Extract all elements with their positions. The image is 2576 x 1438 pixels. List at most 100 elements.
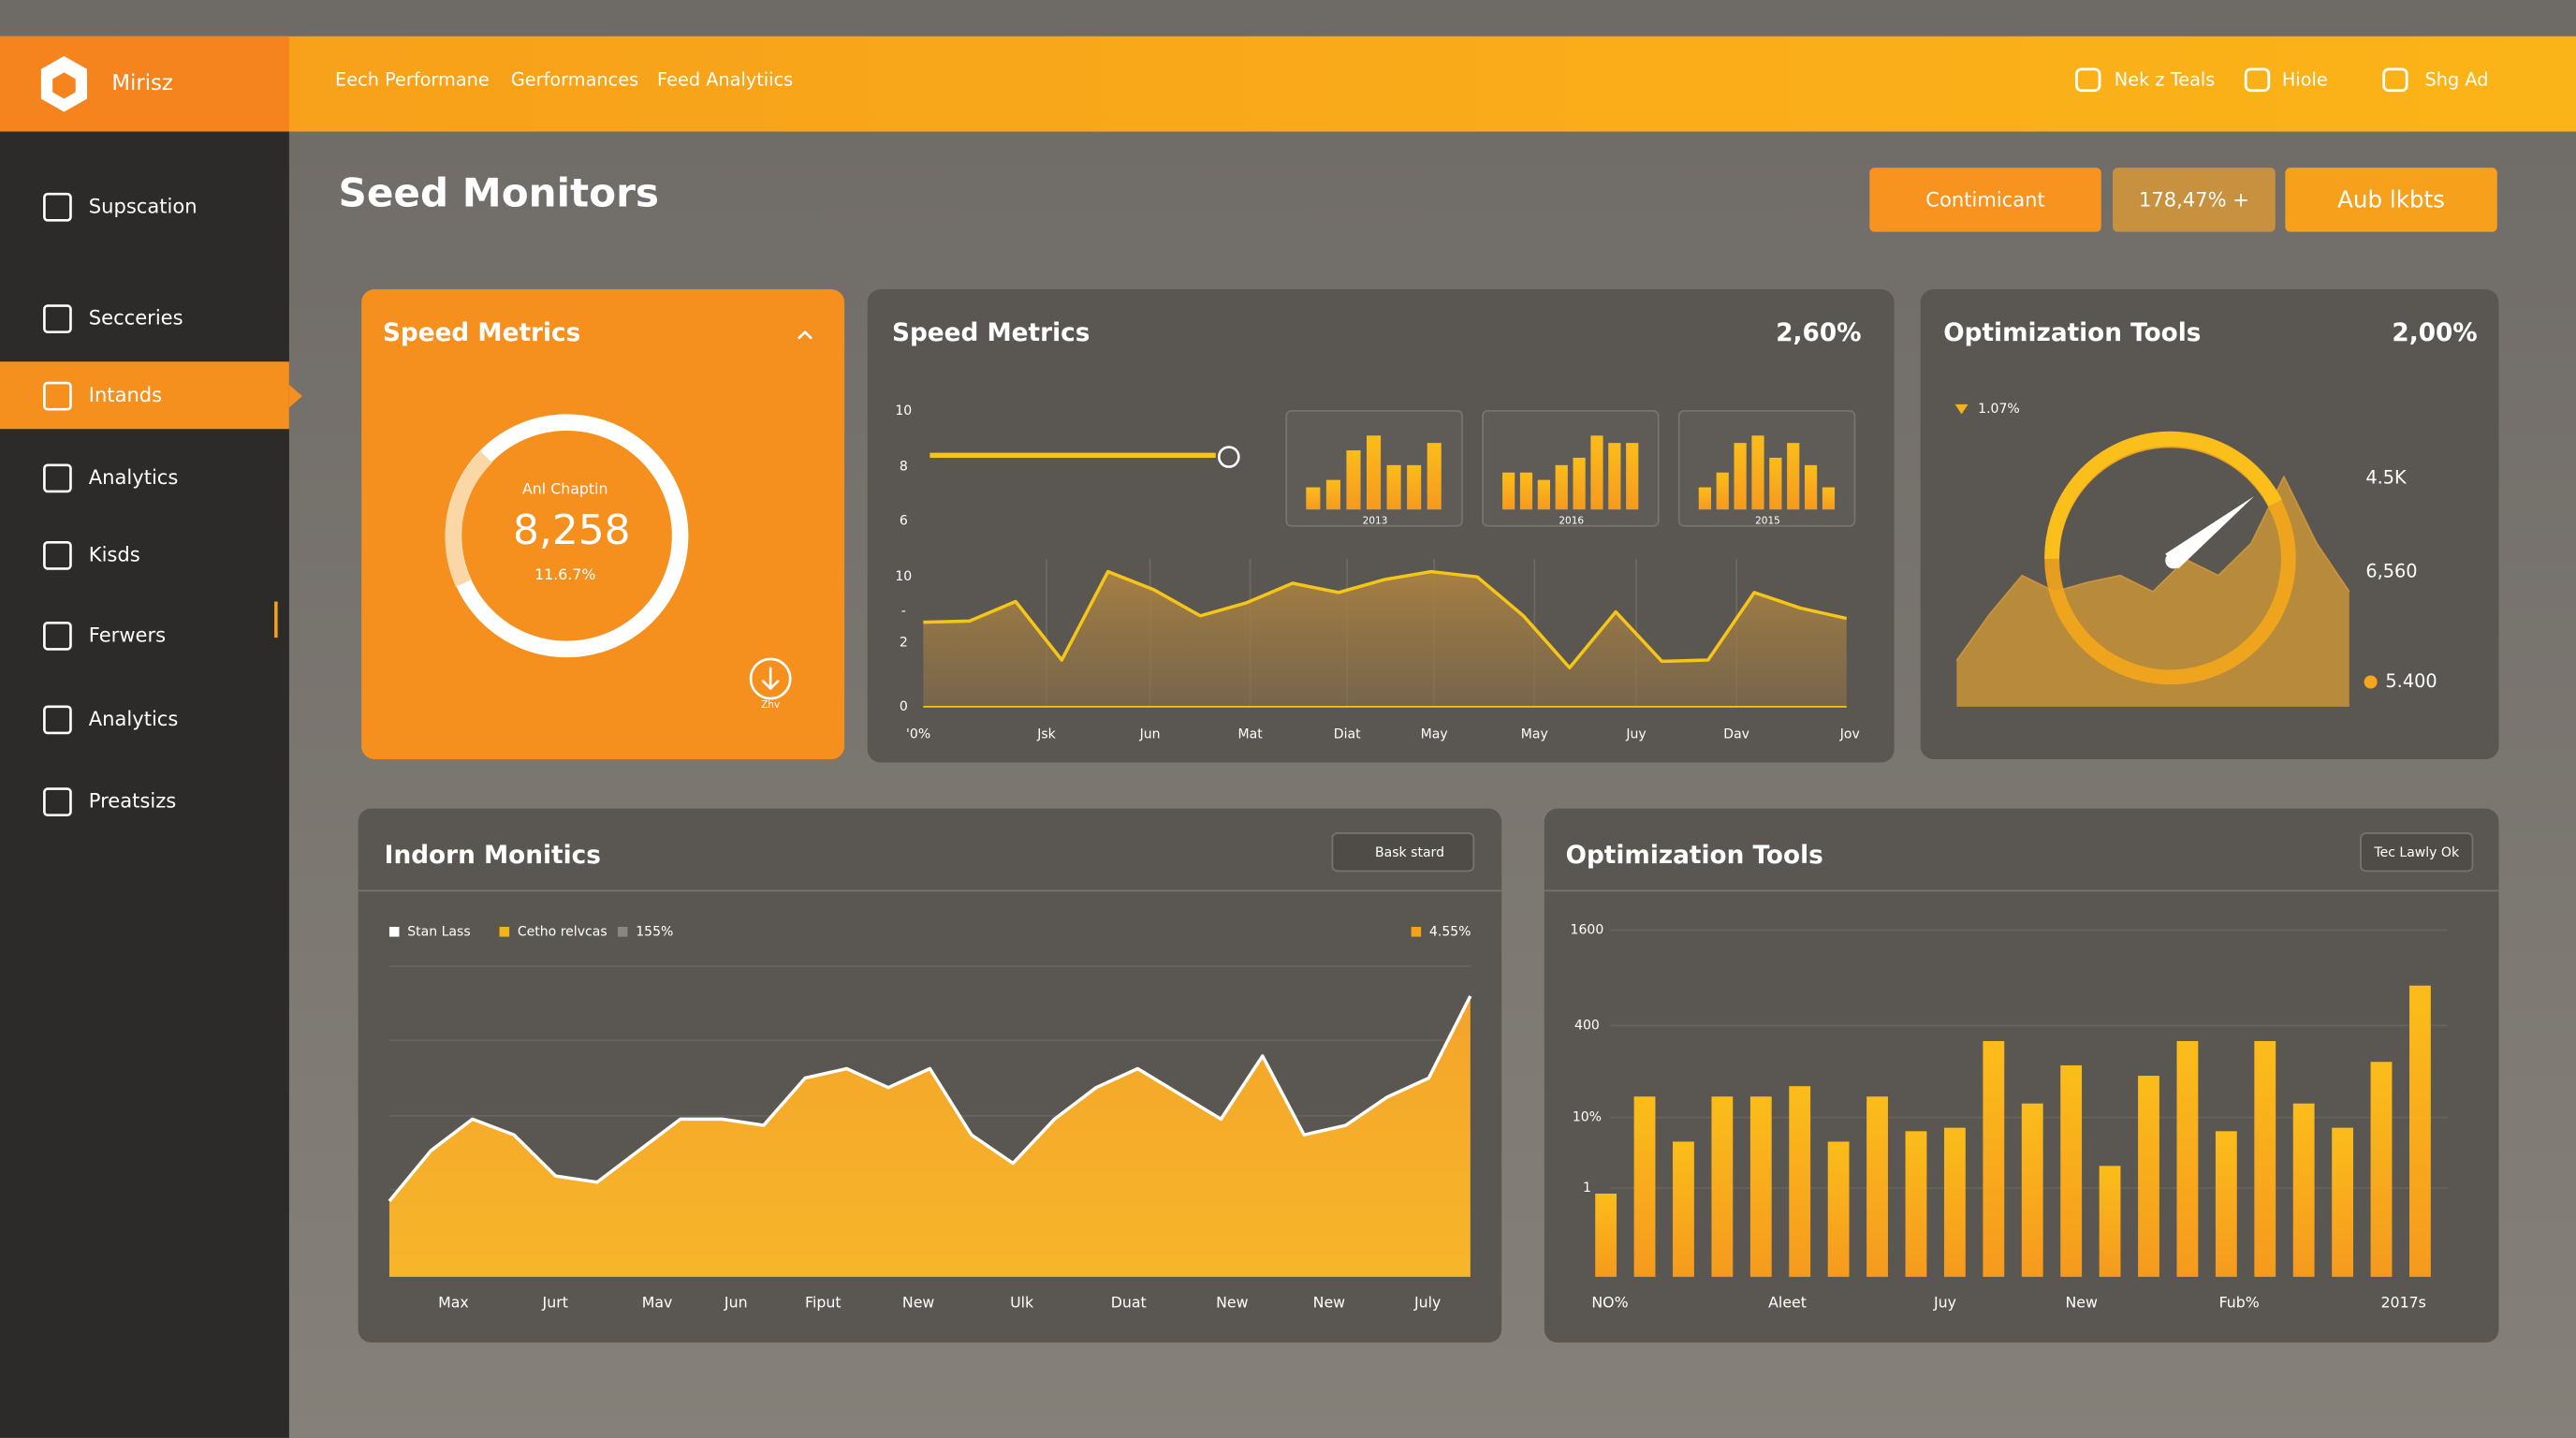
bar xyxy=(2254,1041,2276,1277)
sidebar-item[interactable]: Preatsizs xyxy=(89,789,176,813)
brand: Mirisz xyxy=(111,71,173,95)
sidebar-item[interactable]: Analytics xyxy=(89,707,179,730)
icon xyxy=(2075,67,2101,93)
mini-label: 2013 xyxy=(1363,516,1388,527)
card xyxy=(361,289,845,759)
page-title: Seed Monitors xyxy=(339,169,659,215)
mini-bar xyxy=(1555,464,1568,510)
nav-link[interactable]: Feed Analytiics xyxy=(657,69,793,91)
x-tick-label: Jun xyxy=(1139,727,1161,742)
bar xyxy=(1905,1131,1927,1277)
button-label[interactable]: Contimicant xyxy=(1925,187,2044,211)
sidebar-item[interactable]: Kisds xyxy=(89,542,140,565)
sidebar-item[interactable]: Analytics xyxy=(89,465,179,489)
mini-bar xyxy=(1751,435,1764,510)
x-tick-label: New xyxy=(1313,1293,1346,1311)
mini-bar xyxy=(1519,472,1533,510)
button[interactable] xyxy=(1869,168,2101,232)
dropdown-label[interactable]: Bask stard xyxy=(1375,845,1444,860)
value-label: 5.400 xyxy=(2385,670,2437,692)
mini-bar xyxy=(1698,487,1711,510)
y-tick-label: 1600 xyxy=(1571,923,1604,938)
line xyxy=(923,569,1848,669)
needle-hub xyxy=(2165,551,2182,569)
sidebar-item[interactable]: Supscation xyxy=(89,194,198,217)
bar xyxy=(2215,1131,2237,1277)
icon xyxy=(43,541,72,570)
y-tick-label: - xyxy=(901,604,906,619)
x-tick-label: Jsk xyxy=(1036,727,1056,742)
sidebar-item[interactable]: Ferwers xyxy=(89,623,166,646)
x-tick-label: New xyxy=(2066,1293,2099,1311)
button-label[interactable]: 178,47% + xyxy=(2139,187,2249,211)
badge-arrow xyxy=(1954,404,1969,415)
slider-knob[interactable] xyxy=(1217,446,1240,468)
mini-bar xyxy=(1590,435,1603,510)
header-action[interactable]: Nek z Teals xyxy=(2115,69,2216,91)
download-icon[interactable] xyxy=(749,657,792,700)
mini-bar xyxy=(1366,435,1382,510)
header-action[interactable]: Shg Ad xyxy=(2425,69,2489,91)
ring-segment xyxy=(445,450,492,587)
x-tick-label: Juy xyxy=(1625,727,1646,742)
card-title: Speed Metrics xyxy=(383,319,580,347)
x-tick-label: Jov xyxy=(1839,727,1860,742)
arrow xyxy=(761,667,780,691)
x-tick-label: Ulk xyxy=(1010,1293,1034,1311)
sidebar-item[interactable]: Intands xyxy=(89,383,162,406)
badge: 1.07% xyxy=(1978,402,2020,417)
bar xyxy=(1866,1096,1888,1277)
button[interactable] xyxy=(2360,832,2474,873)
card-title: Speed Metrics xyxy=(892,319,1090,347)
x-tick-label: Mat xyxy=(1238,727,1264,742)
x-tick-label: May xyxy=(1521,727,1548,742)
x-tick-label: Max xyxy=(438,1293,469,1311)
card-title: Optimization Tools xyxy=(1566,842,1823,870)
mini-bar xyxy=(1608,443,1621,510)
x-tick-label: July xyxy=(1413,1293,1441,1311)
legend-swatch xyxy=(617,927,628,937)
nav-link[interactable]: Eech Performane xyxy=(335,69,490,91)
bar xyxy=(2176,1041,2199,1277)
card-value: 2,00% xyxy=(2392,319,2477,347)
metric-sub: 11.6.7% xyxy=(534,565,595,583)
button[interactable] xyxy=(2113,168,2276,232)
active-item xyxy=(0,361,289,430)
button-label[interactable]: Tec Lawly Ok xyxy=(2373,845,2460,860)
legend-label: Stan Lass xyxy=(407,924,470,939)
x-tick-label: '0% xyxy=(906,727,930,742)
mini-bar xyxy=(1573,457,1586,510)
top-bar xyxy=(0,36,2576,132)
mini-bar xyxy=(1626,443,1639,510)
chevron[interactable] xyxy=(798,330,812,340)
mini-bar xyxy=(1822,487,1836,510)
mini-bar xyxy=(1306,487,1321,510)
x-tick-label: NO% xyxy=(1591,1293,1628,1311)
y-tick-label: 2 xyxy=(900,635,908,650)
nav-link[interactable]: Gerformances xyxy=(511,69,638,91)
mini-bar xyxy=(1804,464,1818,510)
legend-swatch xyxy=(1411,927,1422,937)
header-action[interactable]: Hiole xyxy=(2282,69,2328,91)
button[interactable] xyxy=(2285,168,2497,232)
bar xyxy=(2370,1062,2393,1277)
mini-bar xyxy=(1407,464,1422,510)
y-tick-label: 10 xyxy=(895,404,912,418)
y-tick-label: 0 xyxy=(900,699,908,714)
dropdown[interactable] xyxy=(1331,832,1475,873)
card-value: 2,60% xyxy=(1776,319,1861,347)
x-tick-label: Fub% xyxy=(2219,1293,2260,1311)
button-label[interactable]: Aub lkbts xyxy=(2337,185,2445,213)
bar xyxy=(2060,1064,2083,1277)
sidebar xyxy=(0,131,289,1438)
y-tick-label: 8 xyxy=(900,460,908,475)
mini-bar xyxy=(1325,479,1340,510)
value-label: 6,560 xyxy=(2365,560,2417,581)
x-tick-label: 2017s xyxy=(2381,1293,2426,1311)
metric-label: Anl Chaptin xyxy=(522,480,607,498)
sidebar-item[interactable]: Secceries xyxy=(89,306,183,330)
area xyxy=(923,571,1847,707)
bar xyxy=(1711,1096,1734,1277)
